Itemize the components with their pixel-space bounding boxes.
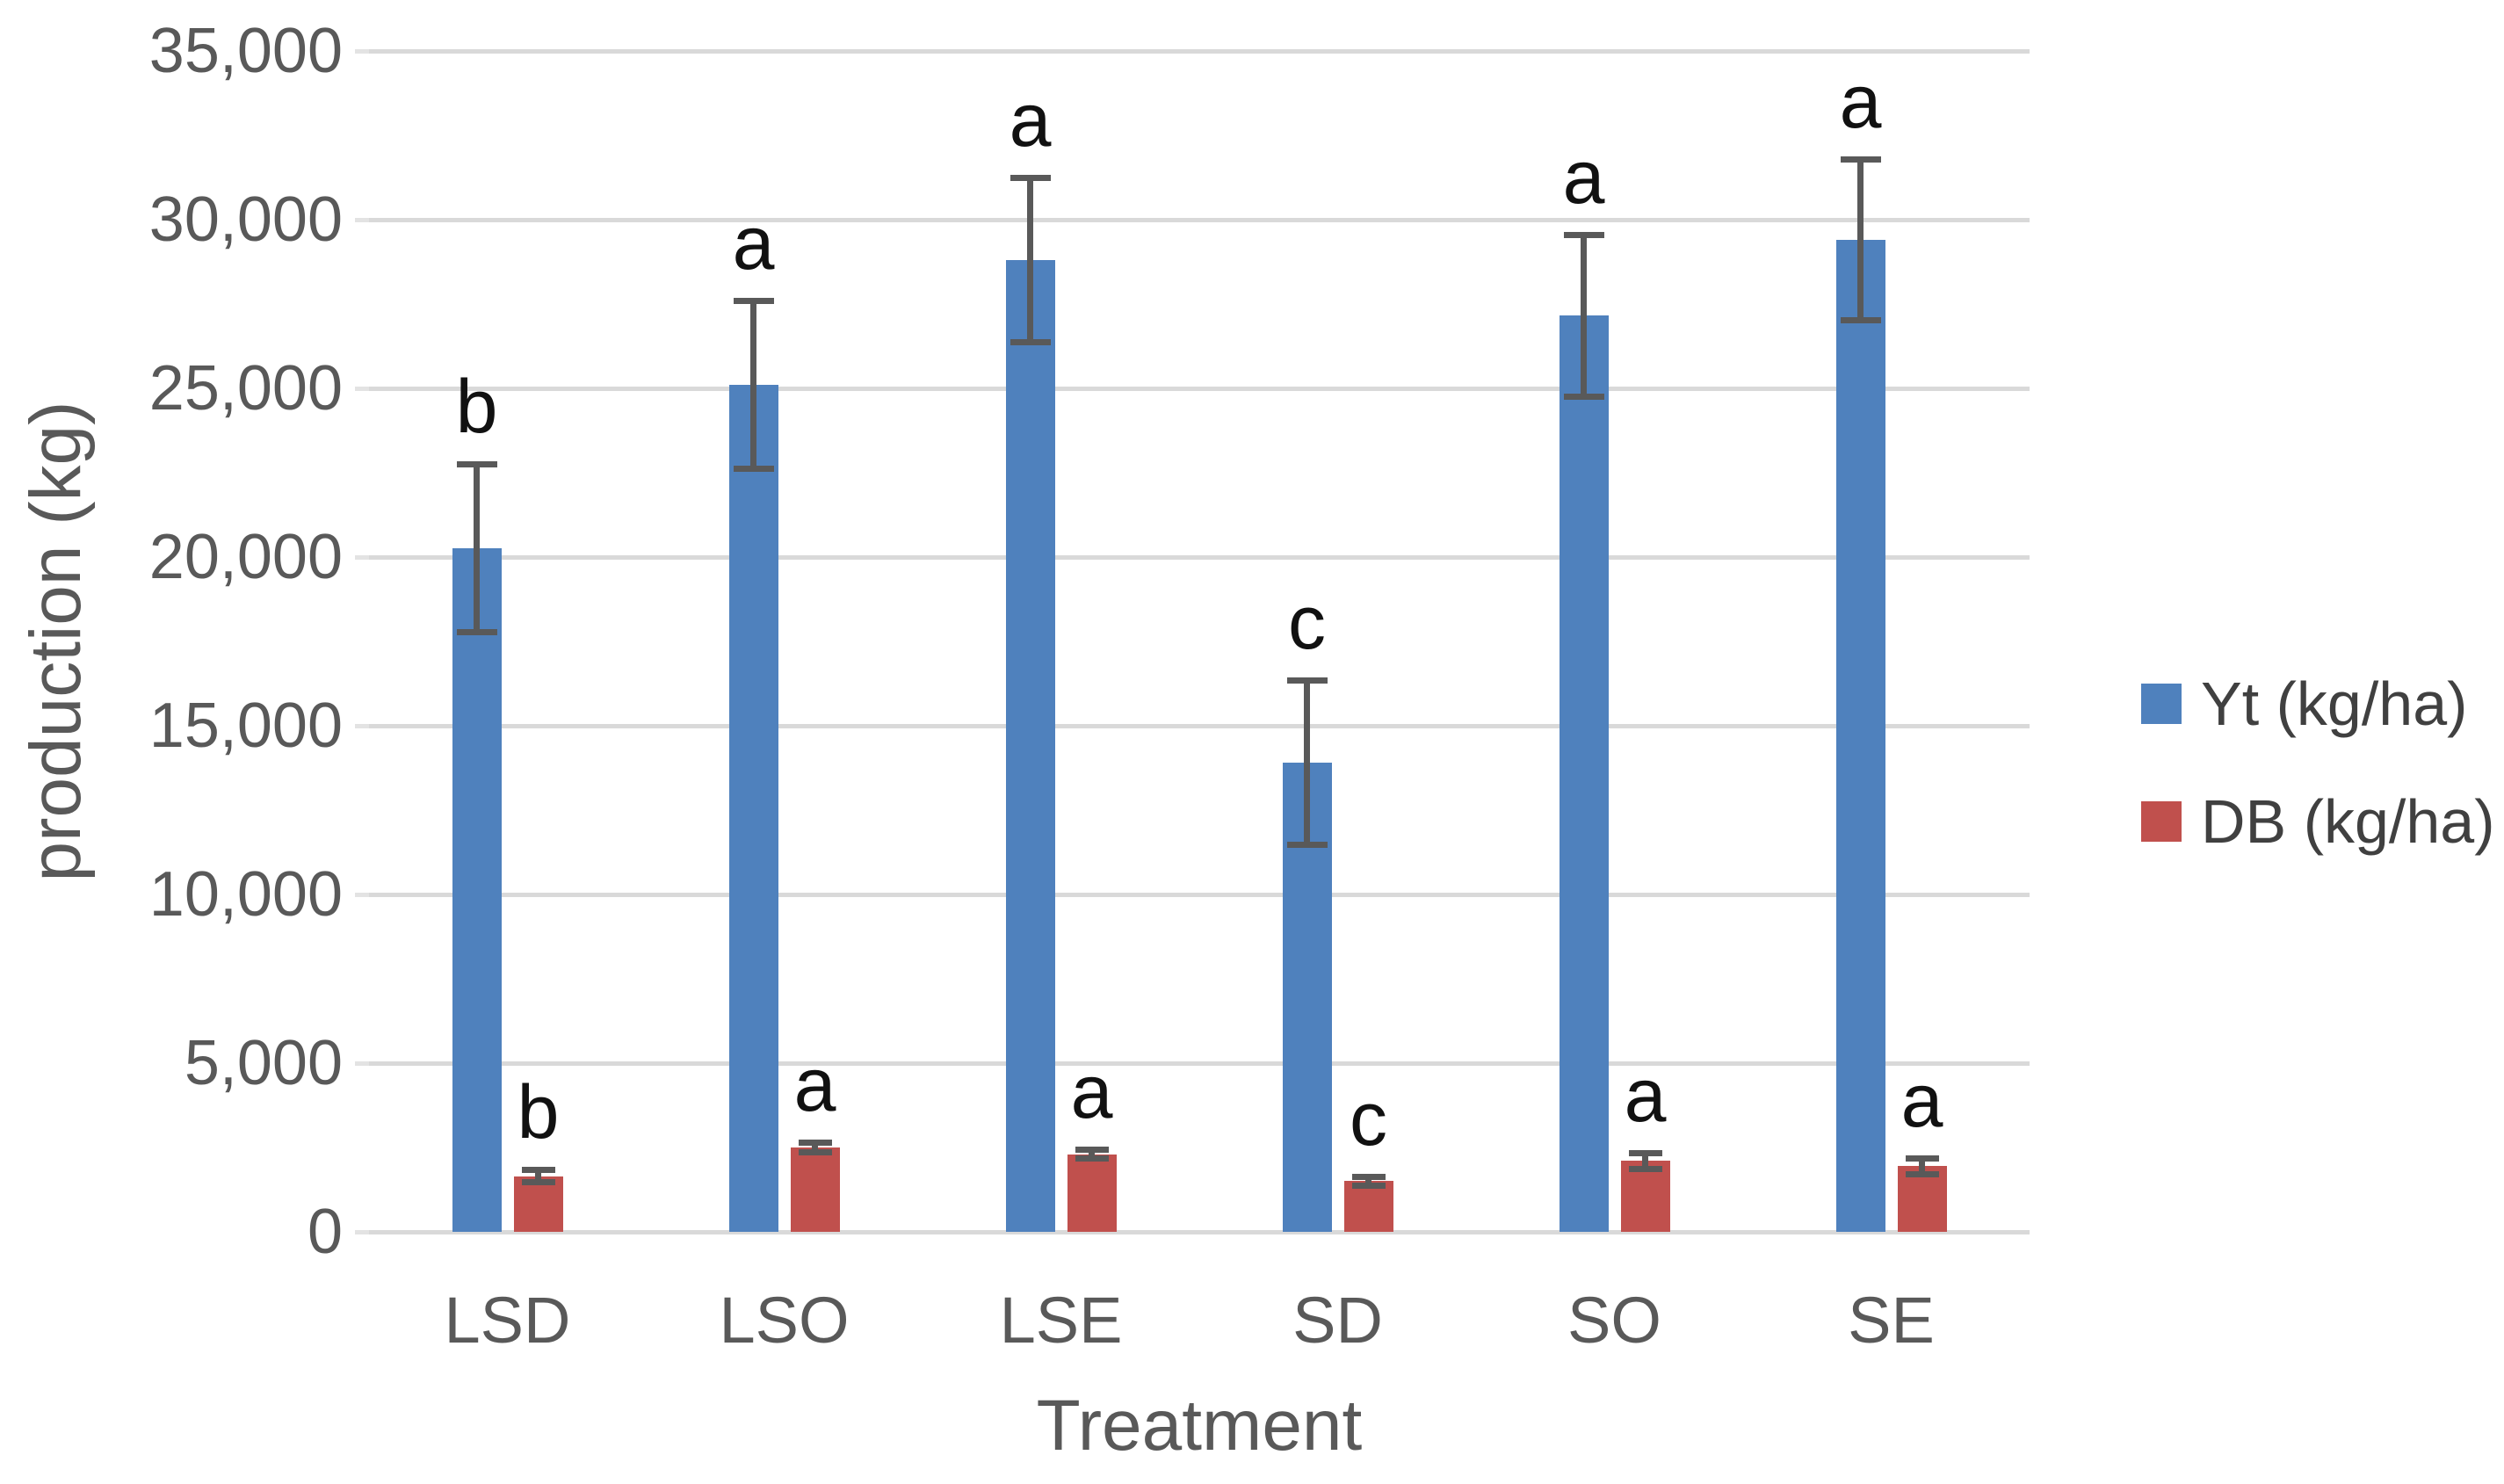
error-cap-bottom xyxy=(1286,842,1328,849)
error-cap-bottom xyxy=(798,1148,832,1155)
error-cap-bottom xyxy=(456,629,497,636)
error-cap-top xyxy=(1351,1173,1386,1180)
significance-letter-so-1: a xyxy=(1624,1053,1667,1138)
error-cap-bottom xyxy=(1905,1170,1939,1177)
significance-letter-lso-1: a xyxy=(793,1043,836,1128)
y-axis-tick xyxy=(355,1229,369,1234)
error-bar-lso-1 xyxy=(812,1142,818,1153)
db-series-swatch-icon xyxy=(2141,801,2182,842)
error-cap-bottom xyxy=(1840,317,1881,324)
y-axis-tick xyxy=(355,386,369,391)
error-cap-top xyxy=(1563,232,1604,239)
x-tick-label-lse: LSE xyxy=(999,1284,1123,1357)
x-tick-label-lso: LSO xyxy=(719,1284,850,1357)
error-bar-lse-1 xyxy=(1089,1148,1095,1160)
error-cap-top xyxy=(1905,1155,1939,1162)
significance-letter-se-0: a xyxy=(1839,59,1882,144)
y-tick-label: 5,000 xyxy=(184,1028,343,1098)
db-series-label: DB (kg/ha) xyxy=(2201,787,2495,856)
significance-letter-lse-1: a xyxy=(1070,1049,1113,1134)
y-tick-label: 15,000 xyxy=(148,691,343,761)
gridline-30000 xyxy=(369,217,2030,222)
plot-area: 0 5,000 10,000 15,000 20,000 25,000 30,000 35,0… xyxy=(149,16,2030,1357)
yt-series-swatch-icon xyxy=(2141,684,2182,724)
error-bar-lse-0 xyxy=(1027,177,1033,344)
y-axis-tick xyxy=(355,217,369,222)
x-tick-label-so: SO xyxy=(1567,1284,1661,1357)
y-axis-tick xyxy=(355,1061,369,1066)
significance-letter-lsd-1: b xyxy=(517,1069,560,1155)
significance-letter-so-0: a xyxy=(1562,135,1605,221)
error-cap-bottom xyxy=(733,466,774,473)
db-bar-sd xyxy=(1343,1181,1393,1232)
yt-bar-lso xyxy=(728,385,778,1232)
error-cap-top xyxy=(1010,175,1051,181)
significance-letter-se-1: a xyxy=(1900,1058,1943,1143)
legend: Yt (kg/ha) DB (kg/ha) xyxy=(2141,670,2495,856)
significance-letter-lso-0: a xyxy=(732,201,775,286)
y-tick-label: 30,000 xyxy=(148,185,343,255)
error-cap-bottom xyxy=(1010,339,1051,346)
error-bar-se-0 xyxy=(1857,158,1864,322)
error-cap-top xyxy=(798,1140,832,1147)
y-tick-label: 35,000 xyxy=(148,16,343,86)
gridline-10000 xyxy=(369,892,2030,897)
gridline-5000 xyxy=(369,1061,2030,1066)
y-tick-label: 0 xyxy=(307,1197,343,1267)
error-cap-top xyxy=(1840,156,1881,163)
x-tick-label-se: SE xyxy=(1848,1284,1935,1357)
significance-letter-lse-0: a xyxy=(1009,78,1052,163)
error-cap-top xyxy=(733,298,774,305)
x-axis-title: Treatment xyxy=(1036,1386,1363,1466)
error-cap-top xyxy=(1628,1149,1662,1156)
gridline-20000 xyxy=(369,554,2030,560)
error-bar-lso-0 xyxy=(750,300,756,470)
gridline-35000 xyxy=(369,48,2030,54)
significance-letter-lsd-0: b xyxy=(455,365,498,450)
error-bar-so-0 xyxy=(1581,235,1587,397)
error-bar-lsd-0 xyxy=(474,464,480,633)
error-bar-lsd-1 xyxy=(535,1169,541,1184)
gridline-0 xyxy=(369,1229,2030,1234)
error-cap-bottom xyxy=(1563,393,1604,400)
yt-bar-lse xyxy=(1005,260,1055,1232)
x-tick-label-lsd: LSD xyxy=(444,1284,571,1357)
yt-series-label: Yt (kg/ha) xyxy=(2201,670,2468,738)
error-bar-sd-1 xyxy=(1365,1176,1371,1187)
y-tick-label: 10,000 xyxy=(148,859,343,930)
y-tick-label: 20,000 xyxy=(148,522,343,592)
legend-item-yt: Yt (kg/ha) xyxy=(2141,670,2495,738)
y-axis-title: production (kg) xyxy=(16,401,96,882)
error-bar-so-1 xyxy=(1642,1152,1648,1169)
db-bar-lso xyxy=(790,1147,840,1232)
error-cap-bottom xyxy=(1351,1183,1386,1190)
error-cap-top xyxy=(456,461,497,468)
y-axis-tick xyxy=(355,892,369,897)
error-cap-bottom xyxy=(1075,1155,1109,1162)
y-axis-tick xyxy=(355,48,369,54)
db-bar-so xyxy=(1620,1161,1670,1232)
error-bar-se-1 xyxy=(1919,1157,1925,1175)
db-bar-lse xyxy=(1067,1154,1117,1232)
error-cap-top xyxy=(1075,1146,1109,1153)
error-cap-bottom xyxy=(521,1179,555,1186)
y-axis-tick xyxy=(355,554,369,560)
yt-bar-so xyxy=(1559,315,1609,1232)
error-cap-top xyxy=(1286,677,1328,684)
error-bar-sd-0 xyxy=(1304,680,1310,846)
yt-bar-lsd xyxy=(452,548,502,1232)
error-cap-bottom xyxy=(1628,1165,1662,1172)
error-cap-top xyxy=(521,1166,555,1173)
x-tick-label-sd: SD xyxy=(1292,1284,1383,1357)
gridline-15000 xyxy=(369,723,2030,728)
legend-item-db: DB (kg/ha) xyxy=(2141,787,2495,856)
y-axis-tick xyxy=(355,723,369,728)
significance-letter-sd-0: c xyxy=(1288,581,1326,666)
significance-letter-sd-1: c xyxy=(1350,1076,1387,1162)
yt-bar-se xyxy=(1835,240,1885,1232)
gridline-25000 xyxy=(369,386,2030,391)
y-tick-label: 25,000 xyxy=(148,353,343,423)
